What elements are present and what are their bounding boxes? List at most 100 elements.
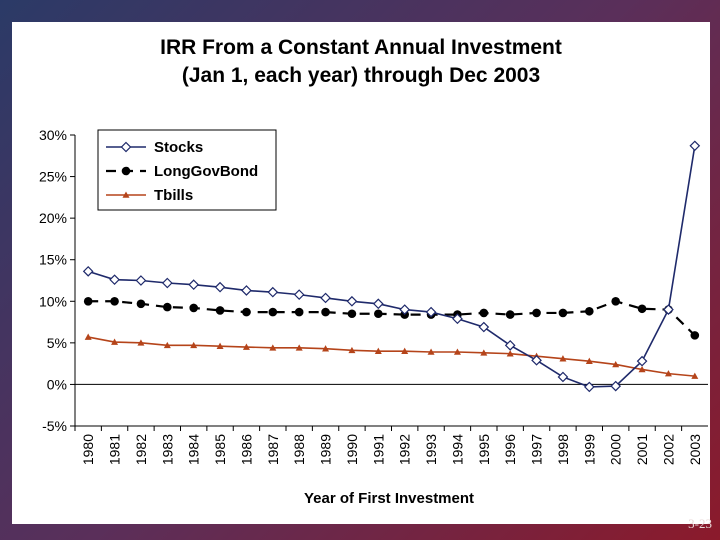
data-point-tbills	[111, 338, 119, 345]
data-point-tbills	[84, 333, 92, 340]
data-point-tbills	[295, 344, 303, 351]
data-point-stocks	[372, 298, 384, 310]
chart-title-line-2: (Jan 1, each year) through Dec 2003	[181, 64, 541, 87]
data-point-stocks	[531, 354, 542, 366]
x-tick-label: 1980	[80, 434, 96, 465]
x-tick-label: 1995	[476, 434, 492, 465]
data-point-stocks	[689, 140, 701, 152]
data-point-longgovbond	[505, 310, 515, 319]
data-point-longgovbond	[294, 307, 304, 317]
data-point-tbills	[137, 339, 145, 346]
data-point-tbills	[374, 347, 382, 354]
x-tick-label: 1991	[370, 434, 386, 465]
data-point-stocks	[636, 355, 648, 367]
data-point-stocks	[241, 285, 252, 296]
data-point-tbills	[691, 372, 699, 379]
y-tick-label: 10%	[39, 293, 67, 309]
x-tick-label: 1988	[291, 434, 307, 465]
x-tick-label: 1997	[529, 434, 545, 465]
slide-frame: IRR From a Constant Annual Investment (J…	[12, 22, 712, 531]
data-point-longgovbond	[110, 296, 119, 306]
data-point-longgovbond	[690, 331, 700, 340]
data-point-tbills	[401, 347, 409, 354]
line-chart: 30% 25% 20% 15% 10% 5% 0% -5% 1980 1981 1982 1983 19…	[39, 127, 708, 507]
x-tick-label: 1996	[502, 434, 518, 465]
data-point-longgovbond	[637, 304, 647, 314]
data-point-stocks	[188, 279, 200, 291]
x-tick-label: 2002	[660, 434, 676, 465]
data-point-stocks	[109, 274, 120, 286]
x-tick-label: 1989	[318, 434, 334, 465]
data-point-tbills	[453, 348, 461, 355]
legend-marker-longgovbond	[121, 166, 131, 176]
legend-marker-tbills	[122, 191, 130, 198]
legend-label-tbills: Tbills	[154, 187, 193, 204]
x-tick-label: 1987	[265, 434, 281, 465]
y-tick-label: -5%	[42, 418, 67, 434]
data-point-longgovbond	[268, 307, 278, 317]
series-line-tbills	[88, 336, 695, 377]
legend-label-stocks: Stocks	[154, 139, 203, 156]
x-tick-label: 2001	[634, 434, 650, 465]
data-point-stocks	[346, 295, 358, 307]
x-axis-title: Year of First Investment	[304, 490, 474, 507]
data-point-longgovbond	[321, 307, 330, 317]
data-point-longgovbond	[347, 309, 357, 319]
data-point-tbills	[322, 345, 330, 352]
page-number: 3-23	[688, 516, 712, 531]
x-tick-label: 1990	[344, 434, 360, 465]
data-point-stocks	[267, 286, 279, 298]
data-point-tbills	[427, 348, 435, 355]
x-tick-label: 1981	[107, 434, 123, 465]
data-point-longgovbond	[242, 307, 251, 317]
legend-label-longgovbond: LongGovBond	[154, 163, 258, 180]
data-point-tbills	[638, 365, 646, 373]
y-tick-label: 15%	[39, 252, 67, 268]
data-point-tbills	[559, 355, 567, 362]
x-tick-label: 1982	[133, 434, 149, 465]
y-tick-label: 20%	[39, 210, 67, 226]
y-tick-label: 30%	[39, 127, 67, 143]
data-point-tbills	[612, 360, 620, 368]
chart-title: IRR From a Constant Annual Investment (J…	[12, 34, 710, 90]
data-point-longgovbond	[611, 296, 620, 306]
data-point-tbills	[190, 341, 198, 349]
chart-title-line-1: IRR From a Constant Annual Investment	[160, 36, 562, 59]
data-point-longgovbond	[374, 309, 383, 319]
data-point-longgovbond	[479, 308, 489, 318]
data-point-stocks	[478, 321, 490, 333]
data-point-stocks	[399, 304, 411, 315]
data-point-stocks	[293, 289, 305, 300]
data-point-longgovbond	[136, 299, 146, 309]
data-point-tbills	[506, 350, 514, 357]
data-point-stocks	[161, 277, 173, 289]
legend: Stocks LongGovBond Tbills	[97, 129, 277, 211]
x-tick-label: 1993	[423, 434, 439, 465]
series-layer	[82, 140, 701, 393]
x-tick-label: 1985	[212, 434, 228, 465]
x-tick-label: 1992	[397, 434, 413, 465]
axis-layer: 30% 25% 20% 15% 10% 5% 0% -5% 1980 1981 1982 1983 19…	[39, 127, 708, 465]
data-point-stocks	[135, 275, 147, 286]
data-point-stocks	[504, 340, 516, 351]
x-tick-label: 1984	[186, 434, 202, 465]
data-point-stocks	[583, 381, 595, 393]
data-point-stocks	[425, 306, 437, 318]
x-tick-label: 2003	[687, 434, 703, 465]
y-tick-label: 0%	[47, 376, 67, 392]
data-point-tbills	[163, 341, 171, 349]
legend-marker-stocks	[120, 141, 132, 153]
data-point-tbills	[216, 342, 224, 349]
data-point-longgovbond	[585, 306, 594, 316]
data-point-tbills	[348, 346, 356, 354]
x-tick-label: 1999	[581, 434, 597, 465]
x-tick-label: 1983	[159, 434, 175, 465]
x-tick-label: 1998	[555, 434, 571, 465]
data-point-stocks	[610, 380, 622, 392]
data-point-tbills	[664, 370, 672, 377]
data-point-stocks	[452, 313, 463, 325]
data-point-tbills	[585, 357, 593, 364]
data-point-stocks	[557, 371, 569, 383]
y-tick-label: 5%	[47, 335, 67, 351]
x-tick-label: 2000	[608, 434, 624, 465]
